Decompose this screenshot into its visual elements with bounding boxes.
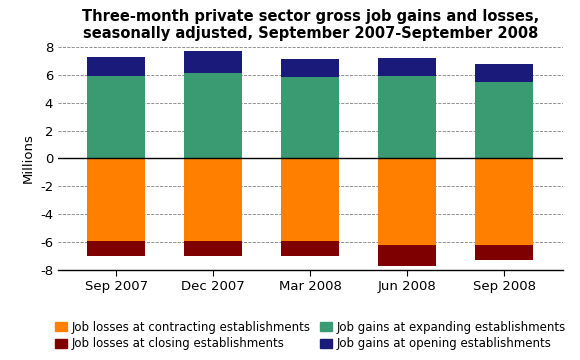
Y-axis label: Millions: Millions xyxy=(21,134,34,183)
Bar xyxy=(475,158,534,245)
Bar xyxy=(378,58,437,76)
Bar xyxy=(378,245,437,266)
Bar xyxy=(475,63,534,82)
Bar xyxy=(184,73,242,158)
Bar xyxy=(281,59,339,77)
Bar xyxy=(87,158,146,241)
Bar xyxy=(378,76,437,158)
Bar xyxy=(184,158,242,241)
Bar xyxy=(281,77,339,158)
Bar xyxy=(184,241,242,256)
Bar xyxy=(184,51,242,73)
Bar xyxy=(378,158,437,245)
Bar xyxy=(475,82,534,158)
Bar xyxy=(87,76,146,158)
Legend: Job losses at contracting establishments, Job losses at closing establishments, : Job losses at contracting establishments… xyxy=(50,316,570,355)
Bar xyxy=(87,57,146,76)
Bar xyxy=(281,158,339,241)
Bar xyxy=(87,241,146,256)
Bar xyxy=(475,245,534,260)
Bar xyxy=(281,241,339,256)
Title: Three-month private sector gross job gains and losses,
seasonally adjusted, Sept: Three-month private sector gross job gai… xyxy=(82,9,539,41)
